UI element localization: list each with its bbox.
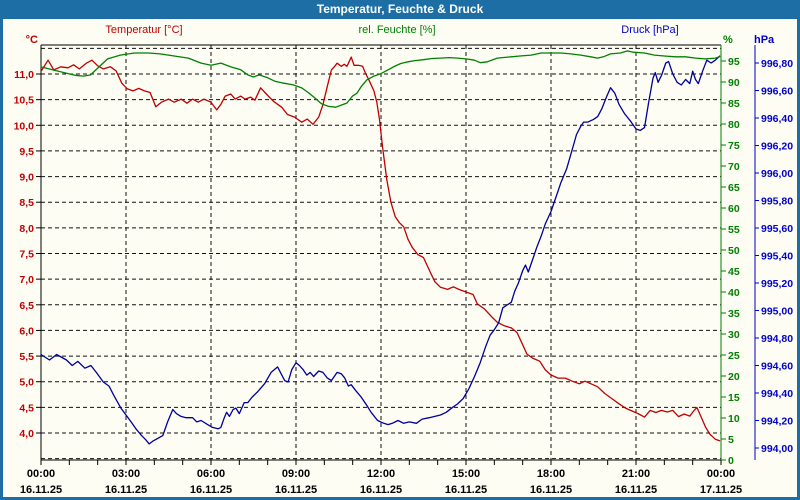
humidity-tick-label: 65 [728, 182, 740, 194]
humidity-tick-label: 0 [728, 455, 734, 467]
temperature-tick-label: 9,0 [19, 172, 34, 184]
time-label: 15:00 [452, 468, 480, 480]
humidity-tick-label: 40 [728, 287, 740, 299]
date-label: 16.11.25 [190, 484, 232, 496]
axes: 11,0 10,5 10,0 9,5 9,0 8,5 8,0 7,5 7,0 6,5 6,0 5,5 5… [14, 44, 793, 467]
pressure-tick-label: 995,40 [761, 251, 793, 263]
humidity-tick-label: 35 [728, 308, 740, 320]
humidity-tick-label: 5 [728, 434, 734, 446]
humidity-curve [40, 50, 721, 108]
humidity-tick-label: 25 [728, 350, 740, 362]
pressure-tick-label: 994,20 [761, 416, 793, 428]
temperature-tick-label: 10,5 [14, 95, 35, 107]
time-label: 21:00 [622, 468, 650, 480]
humidity-tick-label: 50 [728, 245, 740, 257]
temperature-tick-label: 8,0 [19, 223, 34, 235]
pressure-axis-unit: hPa [754, 34, 775, 46]
humidity-tick-label: 85 [728, 98, 740, 110]
series [40, 50, 721, 445]
pressure-tick-label: 994,00 [761, 443, 793, 455]
temperature-tick-label: 8,5 [19, 197, 34, 209]
temperature-tick-label: 4,0 [19, 428, 34, 440]
humidity-tick-label: 90 [728, 77, 740, 89]
temperature-tick-label: 7,5 [19, 249, 34, 261]
humidity-tick-label: 55 [728, 224, 740, 236]
date-label: 16.11.25 [445, 484, 487, 496]
humidity-axis-unit: % [723, 34, 733, 46]
time-label: 06:00 [197, 468, 225, 480]
humidity-tick-label: 75 [728, 140, 740, 152]
temperature-tick-label: 5,0 [19, 377, 34, 389]
legend-temperature: Temperatur [°C] [105, 24, 183, 36]
humidity-tick-label: 15 [728, 392, 740, 404]
temperature-tick-label: 9,5 [19, 146, 34, 158]
title-bar: Temperatur, Feuchte & Druck [0, 0, 800, 19]
pressure-tick-label: 996,80 [761, 58, 793, 70]
pressure-curve [40, 55, 721, 445]
window-title: Temperatur, Feuchte & Druck [316, 2, 484, 16]
pressure-tick-label: 994,80 [761, 333, 793, 345]
temperature-tick-label: 4,5 [19, 402, 34, 414]
pressure-tick-label: 994,60 [761, 361, 793, 373]
date-label: 16.11.25 [105, 484, 147, 496]
pressure-tick-label: 995,60 [761, 223, 793, 235]
time-label: 00:00 [707, 468, 735, 480]
time-label: 09:00 [282, 468, 310, 480]
temperature-curve [40, 56, 721, 442]
temperature-tick-label: 6,0 [19, 325, 34, 337]
pressure-tick-label: 995,80 [761, 196, 793, 208]
humidity-tick-label: 80 [728, 119, 740, 131]
date-label: 16.11.25 [20, 484, 62, 496]
pressure-tick-label: 994,40 [761, 388, 793, 400]
time-label: 12:00 [367, 468, 395, 480]
pressure-tick-label: 996,00 [761, 168, 793, 180]
temperature-tick-label: 7,0 [19, 274, 34, 286]
humidity-tick-label: 10 [728, 413, 740, 425]
pressure-tick-label: 995,00 [761, 306, 793, 318]
grid [41, 45, 721, 460]
pressure-tick-label: 996,20 [761, 141, 793, 153]
time-label: 18:00 [537, 468, 565, 480]
humidity-tick-label: 30 [728, 329, 740, 341]
time-label: 03:00 [112, 468, 140, 480]
temperature-tick-label: 10,0 [14, 120, 35, 132]
humidity-tick-label: 45 [728, 266, 740, 278]
date-label: 16.11.25 [275, 484, 317, 496]
x-axis-labels: 00:00 16.11.25 03:00 16.11.25 06:00 16.11.25 0… [20, 468, 742, 496]
pressure-tick-label: 996,60 [761, 86, 793, 98]
humidity-tick-label: 60 [728, 203, 740, 215]
legend-humidity: rel. Feuchte [%] [358, 24, 436, 36]
legend-pressure: Druck [hPa] [621, 24, 679, 36]
date-label: 16.11.25 [615, 484, 657, 496]
pressure-tick-label: 996,40 [761, 113, 793, 125]
humidity-tick-label: 20 [728, 371, 740, 383]
humidity-tick-label: 95 [728, 56, 740, 68]
date-label: 16.11.25 [360, 484, 402, 496]
temperature-tick-label: 11,0 [14, 69, 34, 81]
temperature-tick-label: 6,5 [19, 300, 34, 312]
temperature-tick-label: 5,5 [19, 351, 34, 363]
temperature-axis-unit: °C [25, 34, 38, 46]
date-label: 17.11.25 [700, 484, 742, 496]
time-label: 00:00 [27, 468, 55, 480]
humidity-tick-label: 70 [728, 161, 740, 173]
date-label: 16.11.25 [530, 484, 572, 496]
chart-background [3, 19, 797, 497]
pressure-tick-label: 995,20 [761, 278, 793, 290]
